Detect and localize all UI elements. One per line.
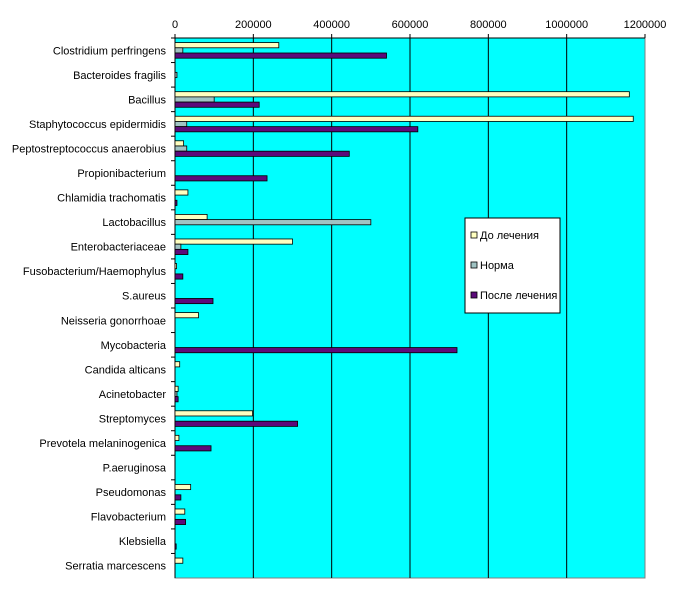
category-label: Serratia marcescens [65,561,166,573]
category-label: P.aeruginosa [103,463,167,475]
bar-2 [174,219,372,226]
bar-1 [174,557,184,564]
bar-3 [174,101,260,108]
category-label: Bacillus [128,94,166,106]
category-label: S.aureus [122,291,167,303]
bar-3 [174,494,182,501]
bar-1 [174,91,630,98]
bar-2 [174,243,182,250]
category-label: Streptomyces [99,413,167,425]
legend-swatch-2 [470,261,478,269]
category-label: Mycobacteria [101,340,167,352]
bar-3 [174,543,177,550]
category-label: Lactobacillus [102,217,166,229]
bar-3 [174,52,387,59]
category-label: Propionibacterium [77,168,166,180]
x-tick-label: 200000 [235,19,272,31]
legend-label-3: После лечения [480,290,557,302]
category-label: Acinetobacter [99,389,167,401]
bar-3 [174,175,268,182]
bar-1 [174,263,177,270]
bar-3 [174,273,184,280]
legend-swatch-3 [470,291,478,299]
category-label: Peptostreptococcus anaerobius [12,143,167,155]
bar-2 [174,71,178,78]
category-label: Clostridium perfringens [53,45,167,57]
legend-label-2: Норма [480,260,515,272]
bar-1 [174,115,634,122]
bar-3 [174,396,179,403]
x-tick-label: 800000 [470,19,507,31]
bar-1 [174,238,293,245]
bar-3 [174,347,458,354]
bar-1 [174,410,253,417]
bar-1 [174,434,180,441]
x-tick-label: 1000000 [545,19,588,31]
legend-box [464,217,561,314]
bar-3 [174,298,214,305]
bar-2 [174,121,188,128]
bar-1 [174,214,208,221]
bar-1 [174,42,280,49]
bar-2 [174,391,178,398]
bar-2 [174,96,215,103]
category-label: Fusobacterium/Haemophylus [23,266,167,278]
bar-3 [174,248,189,255]
bar-1 [174,312,199,319]
bar-1 [174,140,185,147]
x-tick-label: 1200000 [624,19,667,31]
bar-3 [174,126,419,133]
category-label: Neisseria gonorrhoae [61,315,166,327]
bar-2 [174,47,184,54]
bar-1 [174,484,192,491]
legend-swatch-1 [470,231,478,239]
bar-3 [174,199,178,206]
category-label: Klebsiella [119,536,167,548]
x-tick-label: 400000 [313,19,350,31]
category-label: Pseudomonas [96,487,167,499]
category-label: Chlamidia trachomatis [57,193,166,205]
bar-3 [174,445,212,452]
bar-3 [174,420,298,427]
category-label: Prevotela melaninogenica [39,438,166,450]
legend-label-1: До лечения [480,230,539,242]
category-label: Flavobacterium [91,512,166,524]
category-label: Staphytococcus epidermidis [29,119,166,131]
bar-2 [174,145,188,152]
x-tick-label: 0 [172,19,178,31]
bar-3 [174,518,186,525]
bar-1 [174,189,189,196]
category-label: Candida alticans [85,364,167,376]
bar-3 [174,150,350,157]
category-label: Bacteroides fragilis [73,70,166,82]
bar-1 [174,385,179,392]
bar-1 [174,508,186,515]
bar-1 [174,361,181,368]
x-tick-label: 600000 [392,19,429,31]
category-label: Enterobacteriaceae [71,242,166,254]
